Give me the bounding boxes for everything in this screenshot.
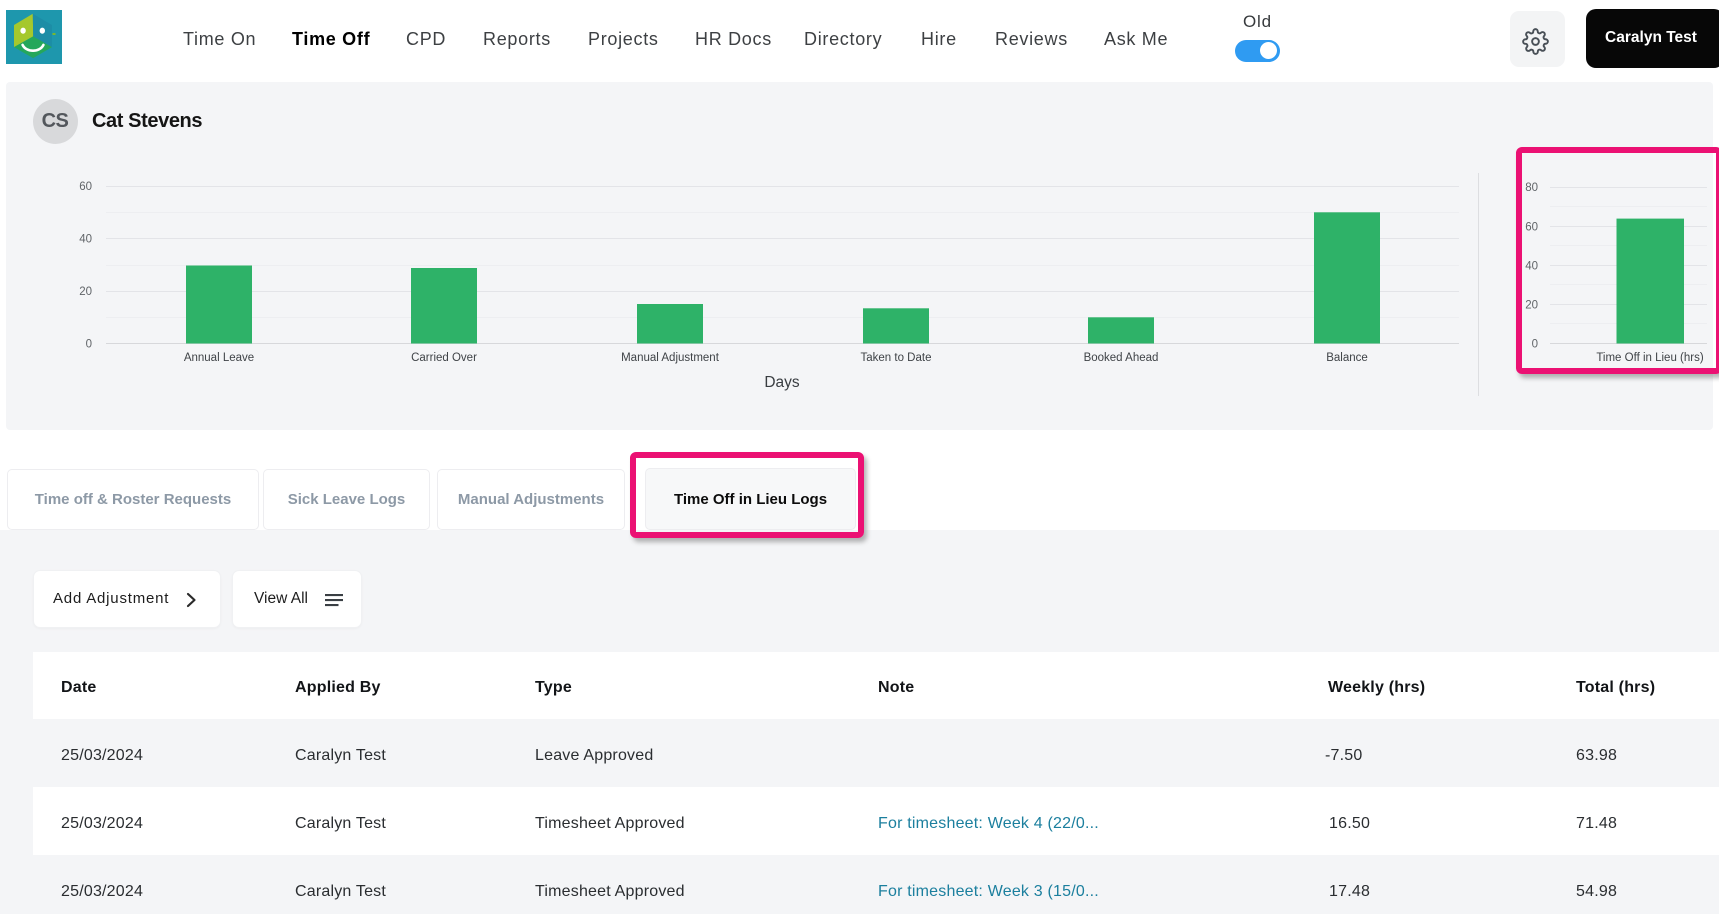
svg-text:0: 0: [86, 339, 92, 351]
svg-text:40: 40: [79, 234, 92, 246]
svg-text:60: 60: [79, 181, 92, 193]
svg-text:0: 0: [1532, 339, 1538, 351]
svg-text:Balance: Balance: [1326, 352, 1368, 364]
svg-text:Manual Adjustment: Manual Adjustment: [621, 352, 720, 364]
svg-text:Carried Over: Carried Over: [411, 352, 477, 364]
svg-text:80: 80: [1525, 182, 1538, 194]
svg-text:20: 20: [79, 286, 92, 298]
svg-text:40: 40: [1525, 261, 1538, 273]
svg-text:Booked Ahead: Booked Ahead: [1084, 352, 1159, 364]
svg-text:20: 20: [1525, 300, 1538, 312]
svg-text:Annual Leave: Annual Leave: [184, 352, 254, 364]
svg-text:60: 60: [1525, 222, 1538, 234]
svg-text:Taken to Date: Taken to Date: [861, 352, 932, 364]
svg-text:Days: Days: [764, 374, 800, 391]
svg-text:Time Off in Lieu (hrs): Time Off in Lieu (hrs): [1596, 352, 1704, 364]
